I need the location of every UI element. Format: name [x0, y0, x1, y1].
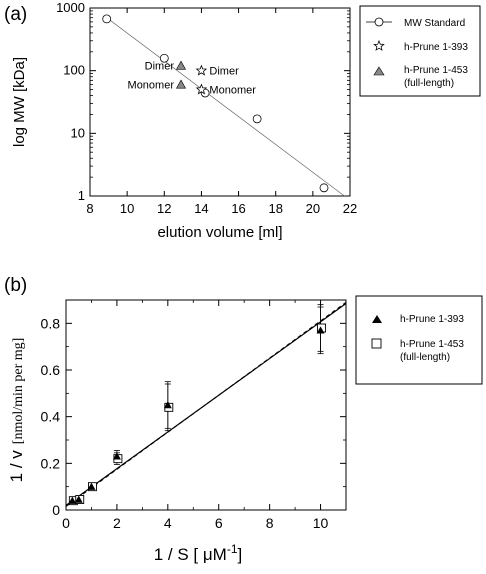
y-tick-label: 100	[63, 63, 85, 78]
x-tick-label: 10	[120, 201, 134, 216]
panel-b-label: (b)	[4, 275, 27, 296]
panel-b-y-axis-label-units: [nmol/min per mg]	[11, 338, 26, 445]
legend-b-item-hprune-453-line1: h-Prune 1-453	[400, 339, 464, 350]
panel-b-data	[65, 301, 347, 507]
panel-a-label: (a)	[4, 4, 27, 25]
legend-a-item-hprune-453-line1: h-Prune 1-453	[404, 65, 468, 76]
x-tick-label: 22	[343, 201, 357, 216]
hprune-393-star-point	[195, 64, 208, 76]
x-tick-label: 10	[313, 515, 329, 531]
hprune-453-triangle-point	[175, 79, 187, 89]
y-tick-label: 0	[52, 502, 60, 518]
hprune-393-triangle-point	[316, 326, 325, 334]
hprune-453-annotation: Dimer	[145, 61, 175, 73]
panel-a-data: Dimer Monomer Dimer Monomer	[102, 14, 345, 197]
legend-a-star-marker	[373, 39, 385, 51]
x-tick-label: 2	[113, 515, 121, 531]
mw-standard-fit-line	[106, 17, 345, 197]
legend-a-item-hprune-453-line2: (full-length)	[404, 78, 454, 89]
panel-a-x-axis-label: elution volume [ml]	[157, 224, 282, 241]
hprune-393-fit-line	[65, 303, 347, 506]
legend-b-square-marker	[371, 338, 382, 349]
legend-b-item-hprune-453-line2: (full-length)	[400, 352, 450, 363]
mw-standard-point	[159, 53, 169, 63]
y-tick-label: 1000	[56, 0, 85, 15]
y-tick-label: 0.8	[41, 315, 61, 331]
mw-standard-point	[102, 14, 112, 24]
panel-b-plot-frame	[65, 299, 347, 511]
x-tick-label: 18	[268, 201, 282, 216]
panel-a-plot-frame	[89, 7, 351, 197]
x-tick-label: 20	[306, 201, 320, 216]
panel-b: (b) 0 2 4 6 8 10 0 0.2 0.4 0.6 0.8 1 / S [ μM-1] 1…	[4, 275, 483, 564]
legend-a-triangle-marker	[373, 66, 385, 76]
panel-b-y-axis-label: 1 / v [nmol/min per mg]	[7, 338, 26, 483]
panel-b-x-axis-label-superscript: -1	[227, 542, 238, 556]
hprune-393-triangle-point	[74, 495, 83, 503]
legend-b-item-hprune-393: h-Prune 1-393	[400, 314, 464, 325]
x-tick-label: 6	[215, 515, 223, 531]
panel-a: (a) 8 10 12 14 16 18 20 22 1 10 100 1000 Dimer Monom…	[4, 0, 481, 241]
panel-b-y-axis-label-prefix: 1 / v	[7, 450, 26, 483]
y-tick-label: 1	[78, 188, 85, 203]
x-tick-label: 8	[266, 515, 274, 531]
panel-a-ticks: 8 10 12 14 16 18 20 22 1 10 100 1000	[56, 0, 357, 216]
hprune-393-triangle-point	[68, 496, 77, 504]
legend-a-circle-marker	[374, 17, 384, 27]
mw-standard-point	[252, 114, 262, 124]
legend-a-item-mw-standard: MW Standard	[404, 18, 465, 29]
mw-standard-point	[319, 183, 329, 193]
panel-b-x-axis-label-suffix: ]	[238, 545, 243, 564]
hprune-393-annotation: Dimer	[209, 66, 239, 78]
panel-b-x-axis-label: 1 / S [ μM-1]	[154, 542, 243, 564]
hprune-453-triangle-point	[175, 60, 187, 70]
panel-b-x-axis-label-main: 1 / S [ μM	[154, 545, 227, 564]
y-tick-label: 0.4	[41, 409, 61, 425]
legend-a-item-hprune-393: h-Prune 1-393	[404, 42, 468, 53]
hprune-393-annotation: Monomer	[209, 85, 256, 97]
panel-a-y-axis-label: log MW [kDa]	[11, 57, 28, 147]
x-tick-label: 0	[62, 515, 70, 531]
hprune-453-fit-line	[65, 301, 347, 507]
hprune-393-triangle-point	[87, 482, 96, 490]
x-tick-label: 12	[157, 201, 171, 216]
hprune-393-star-point	[195, 83, 208, 95]
y-tick-label: 10	[71, 125, 85, 140]
y-tick-label: 0.6	[41, 362, 61, 378]
x-tick-label: 14	[194, 201, 208, 216]
panel-b-ticks: 0 2 4 6 8 10 0 0.2 0.4 0.6 0.8	[41, 299, 347, 531]
hprune-393-triangle-point	[163, 401, 172, 409]
x-tick-label: 8	[86, 201, 93, 216]
legend-b-triangle-marker	[372, 315, 382, 323]
x-tick-label: 4	[164, 515, 172, 531]
x-tick-label: 16	[231, 201, 245, 216]
hprune-393-triangle-point	[112, 452, 121, 460]
y-tick-label: 0.2	[41, 455, 61, 471]
hprune-453-annotation: Monomer	[128, 80, 175, 92]
